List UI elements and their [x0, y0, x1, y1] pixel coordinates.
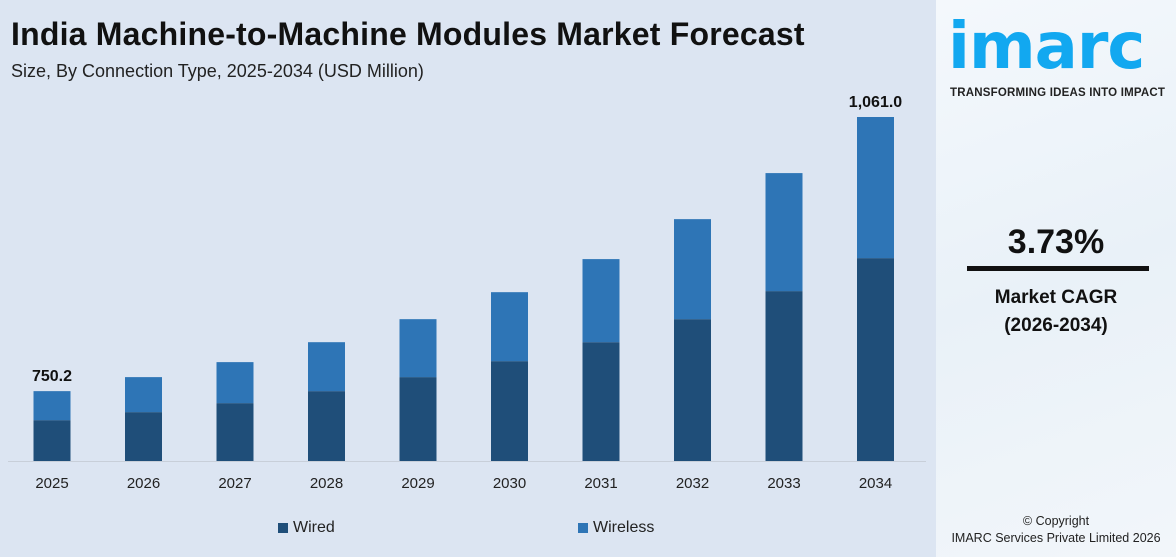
x-tick-label: 2030: [493, 475, 526, 492]
bar-wired-2028: [308, 391, 345, 461]
imarc-logo: imarc: [948, 10, 1145, 84]
x-tick-label: 2032: [676, 475, 709, 492]
legend-item-wired: Wired: [278, 519, 335, 537]
bar-wireless-2026: [125, 377, 162, 413]
chart-subtitle: Size, By Connection Type, 2025-2034 (USD…: [11, 61, 424, 81]
legend-swatch-wired: [278, 523, 288, 533]
bar-wireless-2025: [33, 391, 71, 421]
cagr-period: (2026-2034): [1004, 315, 1108, 336]
legend-item-wireless: Wireless: [578, 519, 654, 537]
cagr-label-text: Market CAGR: [994, 287, 1118, 308]
x-tick-label: 2029: [401, 475, 434, 492]
legend-swatch-wireless: [578, 523, 588, 533]
x-tick-label: 2033: [767, 475, 800, 492]
copyright-text: © Copyright: [1022, 514, 1090, 528]
bar-wireless-2028: [308, 342, 345, 392]
bar-wired-2034: [857, 258, 894, 461]
bar-wired-2032: [674, 319, 711, 461]
data-label-2025: 750.2: [32, 368, 72, 385]
chart-panel: India Machine-to-Machine Modules Market …: [8, 16, 926, 537]
bar-wired-2025: [33, 420, 71, 461]
bar-wireless-2031: [582, 259, 620, 343]
bar-wired-2030: [491, 361, 528, 461]
bar-wireless-2033: [765, 173, 803, 292]
x-tick-label: 2027: [218, 475, 251, 492]
cagr-value: 3.73%: [1007, 223, 1105, 261]
bar-wired-2027: [216, 403, 254, 461]
chart-title: India Machine-to-Machine Modules Market …: [11, 16, 805, 52]
x-tick-label: 2031: [584, 475, 617, 492]
bar-wired-2029: [399, 377, 437, 461]
bar-wireless-2034: [857, 117, 894, 259]
divider: [967, 266, 1149, 271]
bar-wireless-2032: [674, 219, 711, 320]
copyright: © Copyright IMARC Services Private Limit…: [936, 513, 1176, 547]
x-tick-label: 2025: [35, 475, 68, 492]
legend-label-wireless: Wireless: [593, 519, 655, 536]
x-tick-label: 2034: [859, 475, 892, 492]
bar-wireless-2029: [399, 319, 437, 378]
bar-wired-2033: [765, 291, 803, 461]
bar-wired-2031: [582, 342, 620, 461]
side-panel: imarc TRANSFORMING IDEAS INTO IMPACT 3.7…: [936, 0, 1176, 557]
cagr-label: Market CAGR (2026-2034): [936, 284, 1176, 340]
x-tick-label: 2028: [310, 475, 343, 492]
x-tick-label: 2026: [127, 475, 160, 492]
logo-tagline: TRANSFORMING IDEAS INTO IMPACT: [950, 87, 1166, 99]
bar-wireless-2027: [216, 362, 254, 404]
bar-chart: 2025 750.2 2026 2027 2028 2029 2030 2031 2032 203…: [8, 94, 926, 492]
bar-wired-2026: [125, 412, 162, 461]
legend-label-wired: Wired: [293, 519, 335, 536]
company-name: IMARC Services Private Limited 2026: [951, 531, 1161, 545]
data-label-2034: 1,061.0: [849, 94, 902, 111]
bar-wireless-2030: [491, 292, 528, 362]
